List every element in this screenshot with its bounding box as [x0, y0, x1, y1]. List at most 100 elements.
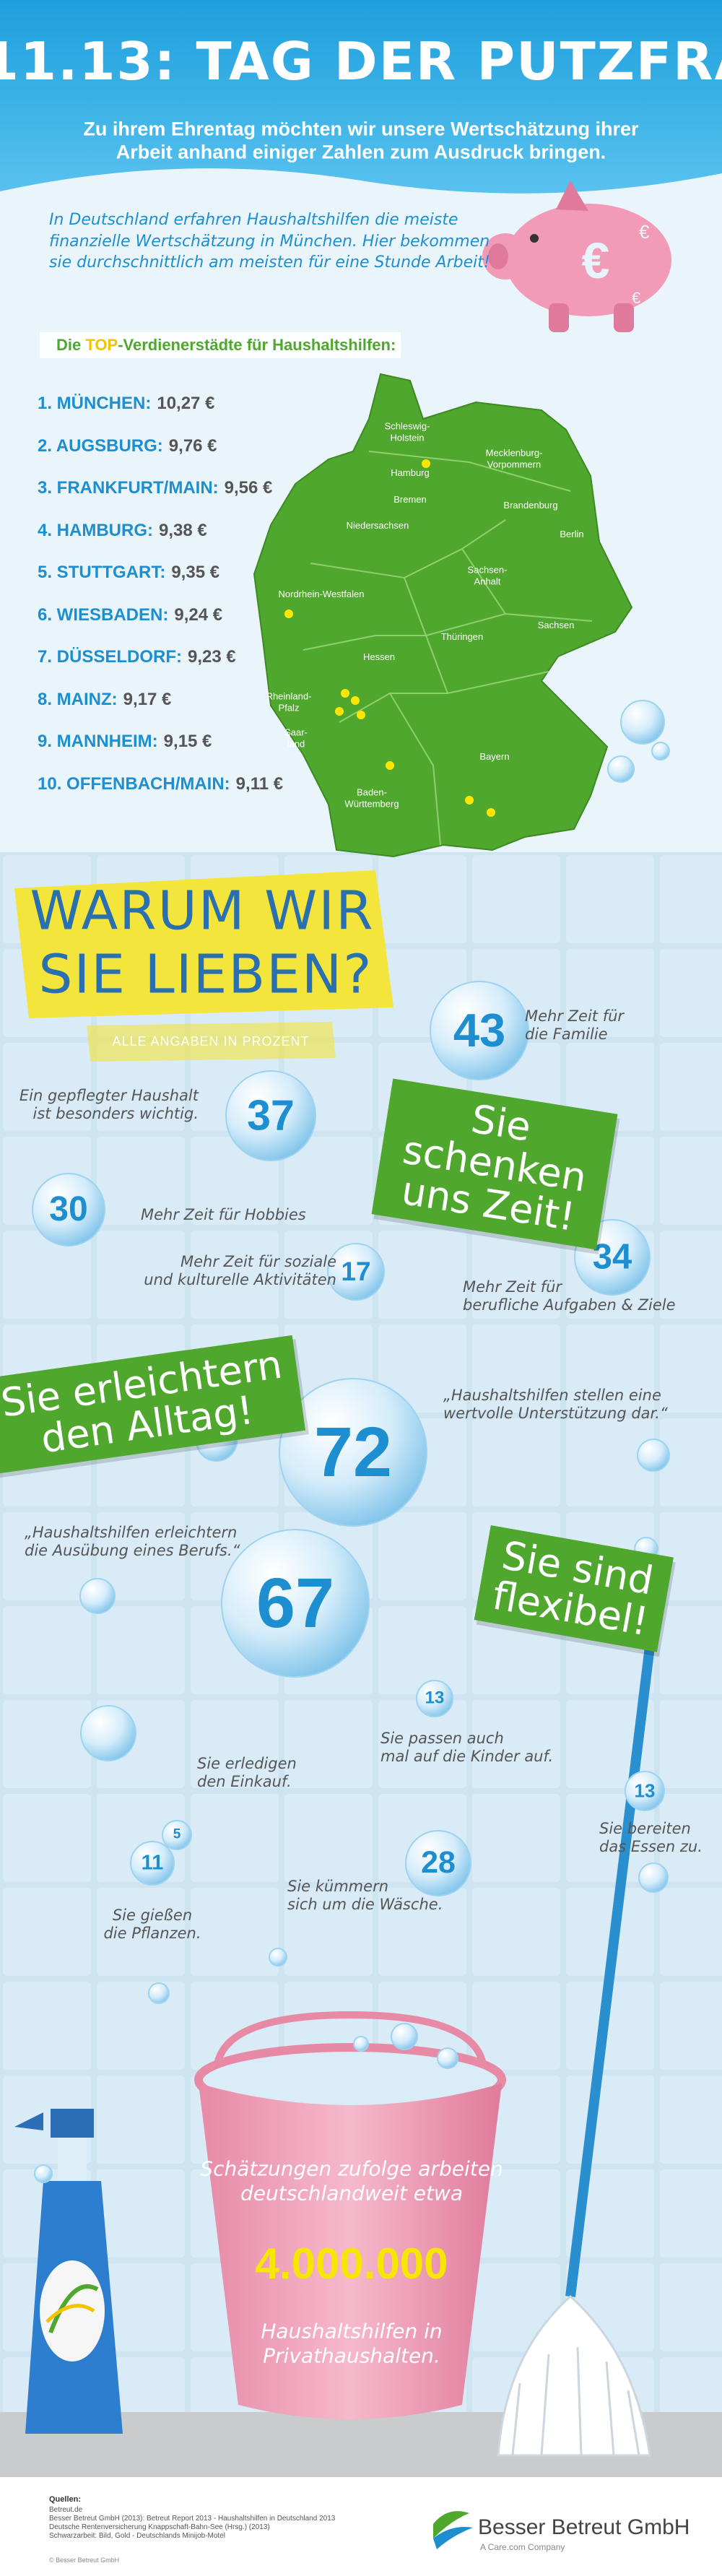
state-borders	[303, 451, 593, 846]
stat-label: Sie kümmern sich um die Wäsche.	[287, 1878, 443, 1914]
city-row: 8. MAINZ: 9,17 €	[38, 690, 171, 711]
heading-part: -Verdienerstädte für Haushaltshilfen:	[118, 336, 396, 354]
spray-bottle	[14, 2109, 123, 2434]
heading-part: Die	[56, 336, 86, 354]
title: 8.11.13: TAG DER PUTZFRAU	[0, 30, 722, 92]
footer-band	[0, 2477, 722, 2576]
bucket-number: 4.000.000	[255, 2239, 448, 2288]
stat-value: 28	[421, 1845, 456, 1881]
piggy-bank: € € €	[482, 181, 671, 332]
city-stars	[284, 459, 495, 817]
heading-band	[40, 332, 401, 358]
bubble	[79, 1578, 116, 1614]
stat-label: Sie passen auch mal auf die Kinder auf.	[380, 1730, 554, 1766]
stat-bubble	[162, 1820, 192, 1850]
header-band	[0, 0, 722, 194]
bubble	[148, 1982, 170, 2004]
stat-value: 11	[141, 1851, 164, 1875]
stat-label: Mehr Zeit für berufliche Aufgaben & Ziel…	[463, 1278, 676, 1314]
city-row: 4. HAMBURG: 9,38 €	[38, 521, 207, 542]
bubble	[637, 1439, 670, 1472]
stat-value: 13	[425, 1688, 445, 1708]
city-row: 2. AUGSBURG: 9,76 €	[38, 436, 217, 457]
city-row: 7. DÜSSELDORF: 9,23 €	[38, 647, 236, 668]
bubble	[80, 1705, 136, 1761]
city-name: 9. MANNHEIM:	[38, 732, 158, 751]
bubble	[620, 700, 665, 745]
region-label: Bremen	[393, 494, 427, 506]
city-row: 1. MÜNCHEN: 10,27 €	[38, 394, 214, 415]
stat-bubble	[327, 1243, 385, 1301]
bubble	[437, 2047, 458, 2069]
region-label: Saar- land	[284, 727, 308, 749]
heading-part: TOP	[85, 336, 118, 354]
city-name: 1. MÜNCHEN:	[38, 394, 152, 413]
stat-label: Mehr Zeit für Hobbies	[141, 1206, 306, 1223]
region-label: Baden- Württemberg	[344, 786, 399, 809]
city-wage: 9,35 €	[171, 563, 220, 582]
city-wage: 9,56 €	[224, 478, 273, 498]
stat-bubble	[625, 1771, 665, 1811]
bubble	[353, 2036, 369, 2052]
city-name: 6. WIESBADEN:	[38, 604, 169, 625]
stat-bubble	[221, 1529, 370, 1678]
region-label: Bayern	[479, 751, 510, 763]
section-note: ALLE ANGABEN IN PROZENT	[112, 1034, 310, 1049]
bubble	[638, 1862, 669, 1893]
city-name: 4. HAMBURG:	[38, 520, 153, 540]
region-label: Sachsen- Anhalt	[467, 564, 508, 586]
region-label: Mecklenburg- Vorpommern	[485, 447, 543, 469]
bubble	[651, 742, 670, 760]
bubble	[269, 1948, 287, 1966]
stat-bubble	[430, 981, 529, 1080]
city-row: 9. MANNHEIM: 9,15 €	[38, 732, 212, 753]
sources: Betreut.de Besser Betreut GmbH (2013): B…	[49, 2506, 336, 2540]
bubble	[607, 755, 635, 783]
region-label: Brandenburg	[503, 500, 558, 511]
bucket	[194, 2011, 506, 2419]
city-row: 10. OFFENBACH/MAIN: 9,11 €	[38, 774, 283, 795]
stat-value: 34	[592, 1237, 632, 1277]
stat-label: Ein gepflegter Haushalt ist besonders wi…	[19, 1087, 199, 1123]
city-wage: 9,17 €	[123, 689, 172, 709]
note-band	[87, 1022, 336, 1062]
stat-value: 37	[247, 1091, 295, 1140]
bubble	[391, 2023, 418, 2050]
section-title: SIE LIEBEN?	[38, 943, 373, 1006]
city-wage: 9,23 €	[188, 647, 236, 667]
city-wage: 9,15 €	[163, 732, 212, 751]
stat-label: Sie erledigen den Einkauf.	[197, 1755, 297, 1791]
stat-value: 72	[314, 1412, 392, 1491]
stat-value: 17	[341, 1256, 371, 1286]
stat-label: Sie bereiten das Essen zu.	[599, 1820, 703, 1856]
city-name: 8. MAINZ:	[38, 689, 118, 709]
region-label: Rheinland- Pfalz	[266, 690, 312, 713]
stat-label: Mehr Zeit für soziale und kulturelle Akt…	[144, 1253, 336, 1289]
subtitle: Zu ihrem Ehrentag möchten wir unsere Wer…	[83, 118, 639, 163]
bubble	[34, 2164, 53, 2183]
region-label: Sachsen	[537, 620, 575, 631]
region-label: Niedersachsen	[346, 520, 409, 532]
logo-mark	[433, 2511, 473, 2549]
stat-value: 67	[256, 1563, 334, 1642]
sources-heading: Quellen:	[49, 2495, 82, 2504]
logo-tagline: A Care.com Company	[480, 2542, 565, 2552]
city-wage: 9,11 €	[235, 773, 284, 794]
cities-heading: Die TOP-Verdienerstädte für Haushaltshil…	[56, 336, 396, 355]
stat-label: Mehr Zeit für die Familie	[525, 1007, 625, 1044]
city-wage: 9,38 €	[159, 520, 207, 540]
city-row: 6. WIESBADEN: 9,24 €	[38, 605, 222, 626]
stat-label: „Haushaltshilfen erleichtern die Ausübun…	[25, 1524, 240, 1560]
svg-text:€: €	[639, 221, 650, 243]
city-name: 10. OFFENBACH/MAIN:	[38, 773, 230, 794]
city-wage: 10,27 €	[157, 394, 215, 413]
stat-value: 30	[49, 1190, 88, 1229]
logo-text: Besser Betreut GmbH	[478, 2515, 690, 2539]
city-wage: 9,24 €	[174, 604, 223, 625]
stat-bubble	[279, 1378, 427, 1527]
region-label: Schleswig- Holstein	[384, 420, 430, 443]
bucket-text: Schätzungen zufolge arbeiten deutschland…	[200, 2156, 503, 2205]
stat-value: 13	[634, 1779, 656, 1802]
stat-label: „Haushaltshilfen stellen eine wertvolle …	[443, 1387, 668, 1423]
